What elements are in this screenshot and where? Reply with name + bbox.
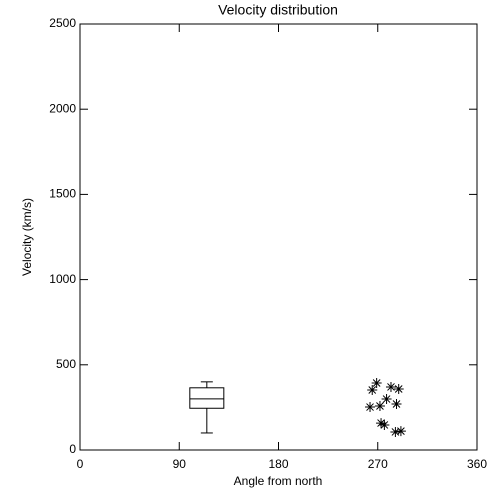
asterisk (395, 426, 406, 437)
chart-title: Velocity distribution (218, 2, 338, 18)
x-tick-label: 0 (77, 457, 84, 471)
x-tick-label: 180 (268, 457, 288, 471)
asterisk (374, 401, 385, 412)
y-tick-label: 2500 (49, 16, 76, 30)
asterisk (376, 418, 387, 429)
asterisk (393, 383, 404, 394)
y-tick-label: 2000 (49, 101, 76, 115)
plot-frame (79, 23, 478, 451)
y-tick-label: 0 (69, 442, 76, 456)
asterisk (381, 394, 392, 405)
x-axis-label: Angle from north (234, 474, 323, 488)
x-tick-label: 270 (368, 457, 388, 471)
y-axis-label: Velocity (km/s) (20, 198, 34, 276)
asterisk (367, 385, 378, 396)
asterisk (390, 426, 401, 437)
y-tick-label: 1500 (49, 187, 76, 201)
y-tick-label: 500 (56, 357, 76, 371)
box (189, 387, 225, 409)
asterisk (365, 402, 376, 413)
asterisk (385, 381, 396, 392)
asterisk (379, 419, 390, 430)
asterisk (371, 378, 382, 389)
asterisk (391, 398, 402, 409)
y-tick-label: 1000 (49, 272, 76, 286)
x-tick-label: 90 (173, 457, 187, 471)
x-tick-label: 360 (467, 457, 487, 471)
